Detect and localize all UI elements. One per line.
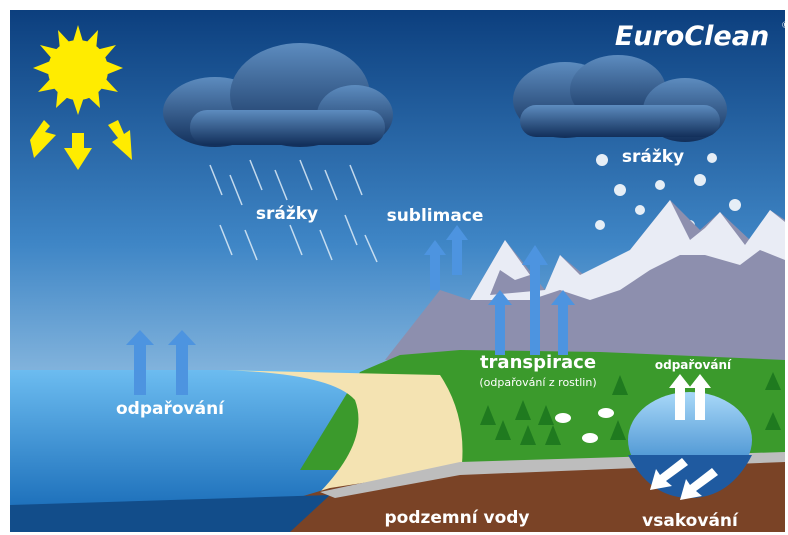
- label: vsakování: [642, 511, 739, 531]
- label: transpirace: [480, 352, 596, 373]
- label: odpařování: [116, 399, 225, 419]
- label-note: (odpařování z rostlin): [479, 376, 596, 389]
- logo: EuroClean: [615, 21, 769, 52]
- page: EuroClean ® srážky srážky sublimace odpa…: [0, 0, 788, 535]
- label: podzemní vody: [384, 508, 529, 528]
- label: sublimace: [387, 206, 484, 226]
- sea: [10, 370, 370, 510]
- label: srážky: [622, 147, 684, 167]
- logo-mark: ®: [781, 21, 788, 31]
- label: odpařování: [655, 358, 732, 372]
- water-cycle-diagram: EuroClean ® srážky srážky sublimace odpa…: [0, 0, 788, 535]
- label: srážky: [256, 204, 318, 224]
